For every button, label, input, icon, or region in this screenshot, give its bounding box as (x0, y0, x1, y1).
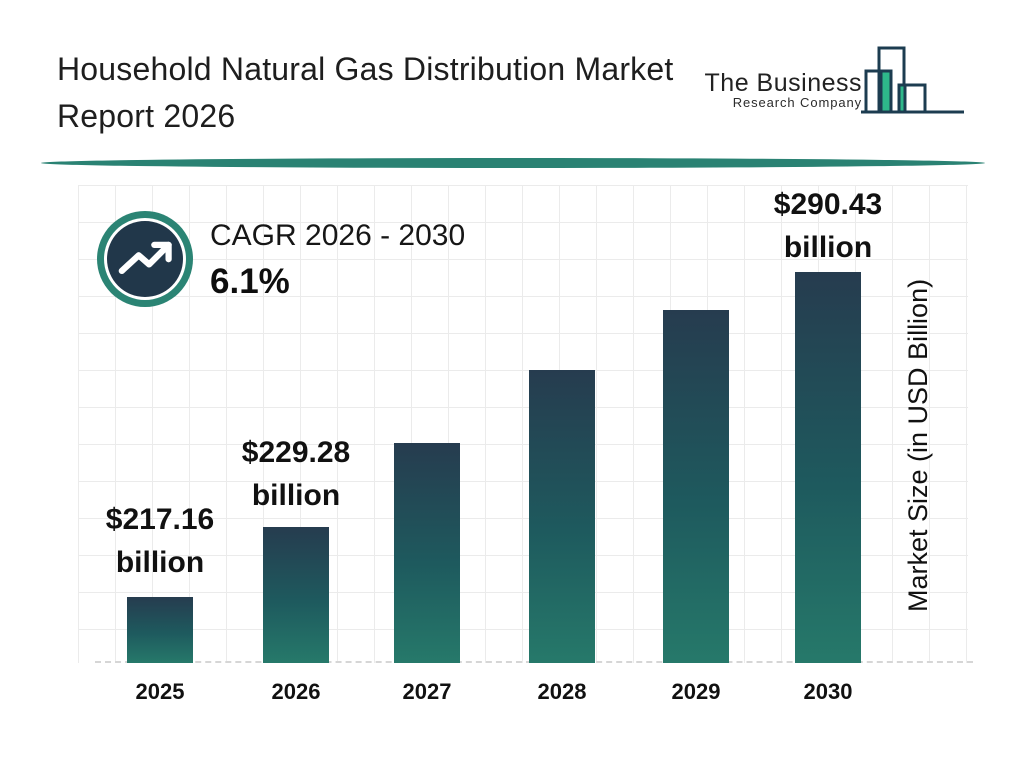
x-tick-label-2030: 2030 (803, 679, 853, 704)
bar-2026 (263, 527, 329, 663)
bar-2030 (795, 272, 861, 663)
bar-value-amount: $229.28 (241, 436, 351, 469)
x-tick-label-2025: 2025 (135, 679, 185, 704)
cagr-label: CAGR 2026 - 2030 (210, 219, 466, 252)
company-logo: The Business Research Company (705, 40, 980, 120)
company-logo-subname: Research Company (732, 95, 862, 110)
bar-value-label-2026: $229.28 billion (176, 431, 416, 517)
company-logo-name: The Business (704, 69, 862, 97)
bar-value-unit: billion (115, 546, 205, 579)
cagr-trend-icon (97, 211, 193, 307)
x-tick-label-2028: 2028 (537, 679, 587, 704)
bar-2029 (663, 310, 729, 663)
bar-value-unit: billion (251, 479, 341, 512)
company-logo-bars-icon (861, 46, 964, 114)
bar-value-label-2025: $217.16 billion (40, 498, 280, 584)
bar-2025 (127, 597, 193, 663)
bar-value-amount: $217.16 (105, 503, 215, 536)
company-logo-text: The Business Research Company (705, 70, 862, 110)
x-tick-label-2026: 2026 (271, 679, 321, 704)
divider-swoosh (41, 158, 985, 168)
bar-value-amount: $290.43 (773, 188, 883, 221)
page-title: Household Natural Gas Distribution Marke… (57, 51, 674, 134)
bar-value-unit: billion (783, 231, 873, 264)
x-tick-label-2027: 2027 (402, 679, 452, 704)
bar-value-label-2030: $290.43 billion (708, 183, 948, 269)
bar-2028 (529, 370, 595, 663)
x-tick-label-2029: 2029 (671, 679, 721, 704)
cagr-value: 6.1% (210, 262, 290, 301)
y-axis-label: Market Size (in USD Billion) (903, 278, 933, 612)
bar-2027 (394, 443, 460, 663)
